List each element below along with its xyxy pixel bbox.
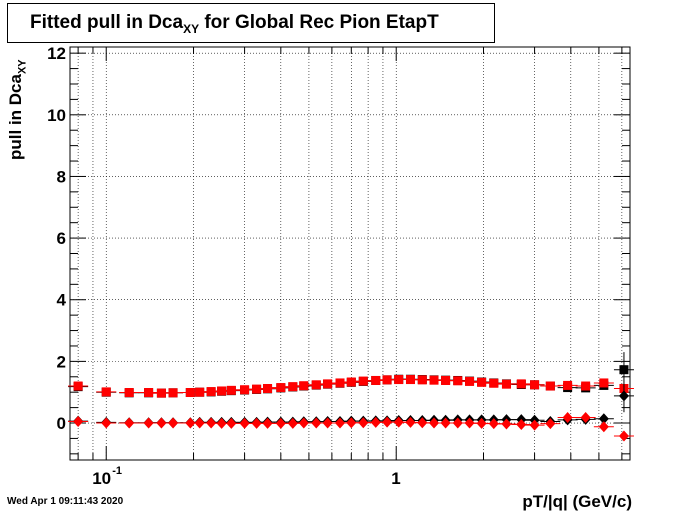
data-point-diamond — [516, 419, 527, 431]
data-point-diamond — [598, 413, 609, 425]
data-point-diamond — [405, 416, 416, 428]
data-point-diamond — [417, 417, 428, 429]
data-point-diamond — [73, 415, 84, 427]
data-point-diamond — [618, 430, 629, 442]
grid-lines — [70, 47, 630, 460]
data-point-square — [217, 386, 227, 396]
data-point-diamond — [464, 417, 475, 429]
chart-title: Fitted pull in DcaXY for Global Rec Pion… — [30, 12, 439, 36]
data-point-diamond — [382, 416, 393, 428]
data-point-square — [101, 387, 111, 397]
data-point-square — [263, 383, 273, 393]
data-point-diamond — [262, 417, 273, 429]
data-point-square — [226, 385, 236, 395]
data-point-square — [581, 381, 591, 391]
data-point-square — [358, 376, 368, 386]
data-point-diamond — [346, 417, 357, 429]
data-point-diamond — [143, 417, 154, 429]
data-point-diamond — [239, 417, 250, 429]
y-axis-title: pull in DcaXY — [6, 59, 29, 160]
data-point-diamond — [322, 417, 333, 429]
data-point-diamond — [311, 417, 322, 429]
y-tick-label: 4 — [57, 291, 67, 310]
data-point-diamond — [226, 417, 237, 429]
x-tick-label-exponent: -1 — [112, 465, 122, 477]
data-point-square — [252, 384, 262, 394]
data-point-diamond — [452, 417, 463, 429]
data-point-square — [323, 379, 333, 389]
data-point-square — [168, 388, 178, 398]
timestamp: Wed Apr 1 09:11:43 2020 — [7, 496, 124, 507]
data-point-square — [441, 375, 451, 385]
data-point-square — [599, 378, 609, 388]
data-point-square — [144, 388, 154, 398]
y-tick-label: 12 — [47, 44, 66, 63]
data-point-square — [311, 380, 321, 390]
data-point-square — [299, 381, 309, 391]
data-point-square — [335, 378, 345, 388]
data-point-diamond — [545, 418, 556, 430]
data-point-diamond — [580, 411, 591, 423]
data-point-square — [516, 379, 526, 389]
data-point-square — [530, 380, 540, 390]
data-point-square — [545, 381, 555, 391]
data-point-diamond — [206, 417, 217, 429]
y-tick-label: 6 — [57, 229, 66, 248]
data-point-square — [465, 376, 475, 386]
data-point-square — [276, 383, 286, 393]
data-point-square — [429, 375, 439, 385]
data-point-square — [240, 385, 250, 395]
data-point-square — [288, 382, 298, 392]
data-point-diamond — [501, 418, 512, 430]
data-point-diamond — [562, 411, 573, 423]
data-point-diamond — [488, 418, 499, 430]
data-point-diamond — [476, 417, 487, 429]
x-axis-title: pT/|q| (GeV/c) — [522, 492, 632, 511]
data-point-diamond — [335, 417, 346, 429]
data-point-square — [73, 381, 83, 391]
data-point-diamond — [275, 417, 286, 429]
data-point-square — [346, 377, 356, 387]
data-point-square — [501, 379, 511, 389]
data-point-diamond — [370, 416, 381, 428]
data-point-diamond — [598, 421, 609, 433]
data-point-diamond — [358, 417, 369, 429]
y-tick-label: 0 — [57, 414, 66, 433]
y-tick-label: 2 — [57, 352, 66, 371]
data-point-square — [394, 375, 404, 385]
x-tick-label: 1 — [391, 469, 400, 488]
data-point-square — [156, 388, 166, 398]
data-point-diamond — [251, 417, 262, 429]
data-point-diamond — [194, 417, 205, 429]
data-point-square — [417, 375, 427, 385]
data-point-square — [195, 387, 205, 397]
data-point-square — [124, 388, 134, 398]
data-point-square — [382, 375, 392, 385]
data-point-diamond — [298, 417, 309, 429]
data-point-diamond — [287, 417, 298, 429]
y-tick-label: 8 — [57, 167, 66, 186]
data-point-diamond — [101, 417, 112, 429]
x-tick-label: 10 — [92, 469, 111, 488]
data-point-diamond — [124, 417, 135, 429]
data-point-diamond — [393, 416, 404, 428]
plot-frame — [69, 46, 631, 461]
data-point-square — [371, 375, 381, 385]
data-point-diamond — [168, 417, 179, 429]
data-point-diamond — [529, 419, 540, 431]
data-point-square — [405, 375, 415, 385]
data-markers — [68, 352, 634, 442]
data-point-square — [206, 387, 216, 397]
data-point-square — [489, 378, 499, 388]
data-point-diamond — [156, 417, 167, 429]
data-point-square — [453, 376, 463, 386]
data-point-diamond — [440, 417, 451, 429]
data-point-diamond — [429, 417, 440, 429]
y-tick-label: 10 — [47, 106, 66, 125]
data-point-square — [563, 380, 573, 390]
title-box: Fitted pull in DcaXY for Global Rec Pion… — [7, 3, 495, 43]
data-point-square — [477, 377, 487, 387]
